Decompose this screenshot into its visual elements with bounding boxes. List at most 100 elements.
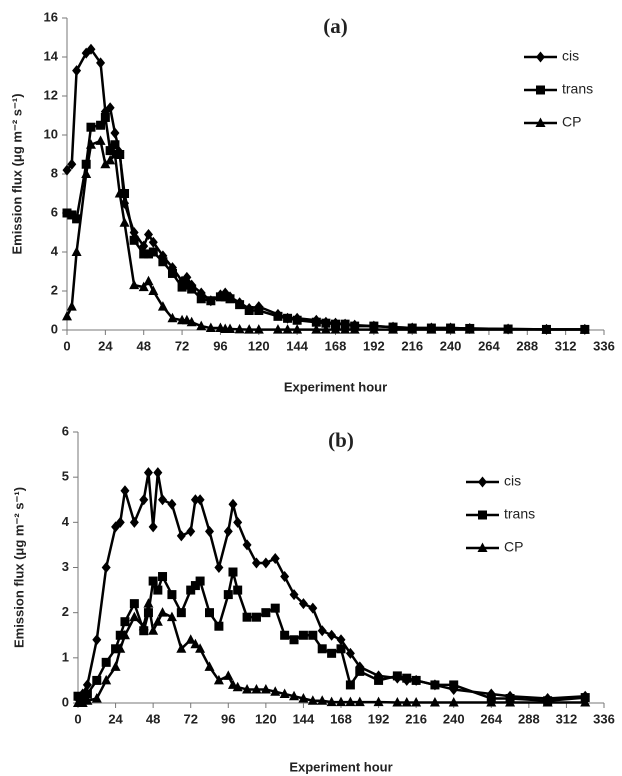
data-point [196,320,207,331]
data-point [327,629,337,641]
data-point [407,324,418,334]
y-tick-label: 0 [62,694,69,709]
data-point [86,43,96,55]
data-point [120,617,130,627]
legend-label: trans [562,81,593,97]
data-point [233,585,243,595]
x-tick-label: 336 [593,338,615,353]
data-point [336,696,346,707]
data-point [317,625,327,637]
data-point [429,697,440,707]
data-point [272,324,283,334]
data-point [67,158,77,170]
data-point [204,661,215,671]
data-point [273,311,283,321]
x-tick-label: 96 [221,711,235,726]
y-tick-label: 4 [62,514,70,529]
data-point [321,318,331,328]
x-tick-label: 24 [108,711,123,726]
data-point [152,616,163,626]
data-point [167,498,177,510]
data-point [327,648,337,658]
data-point [215,292,225,302]
x-axis-label: Experiment hour [289,759,392,774]
data-point [186,316,197,327]
data-point [144,228,154,240]
data-point [157,607,168,617]
data-point [153,585,163,595]
data-point [254,306,264,315]
legend-label: CP [504,539,523,555]
data-point [426,324,437,334]
data-point [138,620,149,631]
data-point [96,120,106,130]
y-tick-label: 8 [51,165,58,180]
data-point [336,644,346,654]
data-point [195,494,205,506]
y-tick-label: 5 [62,469,69,484]
y-tick-label: 1 [62,649,69,664]
data-point [213,674,224,685]
series-line [66,116,585,331]
y-tick-label: 6 [51,204,58,219]
data-point [392,671,402,681]
data-point [148,521,158,533]
data-point [223,590,233,600]
data-point [368,324,379,334]
data-point [340,324,351,334]
x-tick-label: 240 [443,711,465,726]
data-point [148,285,159,295]
x-tick-label: 216 [405,711,427,726]
data-point [228,498,238,510]
data-point [167,268,177,278]
data-point [129,599,139,609]
x-tick-label: 48 [136,338,150,353]
y-tick-label: 0 [51,321,58,336]
legend-label: cis [504,473,521,489]
data-point [148,236,158,248]
data-point [143,467,153,479]
y-tick-label: 12 [44,87,58,102]
data-point [167,590,177,600]
data-point [298,630,308,640]
data-point [66,301,77,311]
data-point [448,697,459,707]
data-point [411,675,421,685]
data-point [206,296,216,306]
data-point [280,630,290,640]
data-point [253,324,264,334]
data-point [233,516,243,528]
data-point [317,695,328,705]
data-point [114,188,125,198]
legend-label: CP [562,114,581,130]
data-point [205,525,214,537]
data-point [317,644,327,654]
data-point [579,324,590,334]
data-point [251,557,261,569]
data-point [292,315,302,325]
data-point [449,680,459,690]
data-point [205,322,216,333]
data-point [153,467,163,479]
x-tick-label: 168 [325,338,347,353]
data-point [225,323,236,334]
legend-marker [535,117,546,127]
data-point [402,673,412,683]
data-point [220,292,230,302]
data-point [185,634,196,644]
data-point [505,697,516,707]
data-point [235,300,245,310]
data-point [214,562,224,573]
x-tick-label: 72 [183,711,197,726]
data-point [190,494,200,506]
data-point [182,280,192,290]
data-point [115,516,125,528]
x-tick-label: 240 [440,338,462,353]
data-point [95,135,106,145]
data-point [225,294,235,304]
data-point [86,122,96,132]
data-point [167,312,178,323]
legend-label: trans [504,506,535,522]
data-point [115,630,125,640]
